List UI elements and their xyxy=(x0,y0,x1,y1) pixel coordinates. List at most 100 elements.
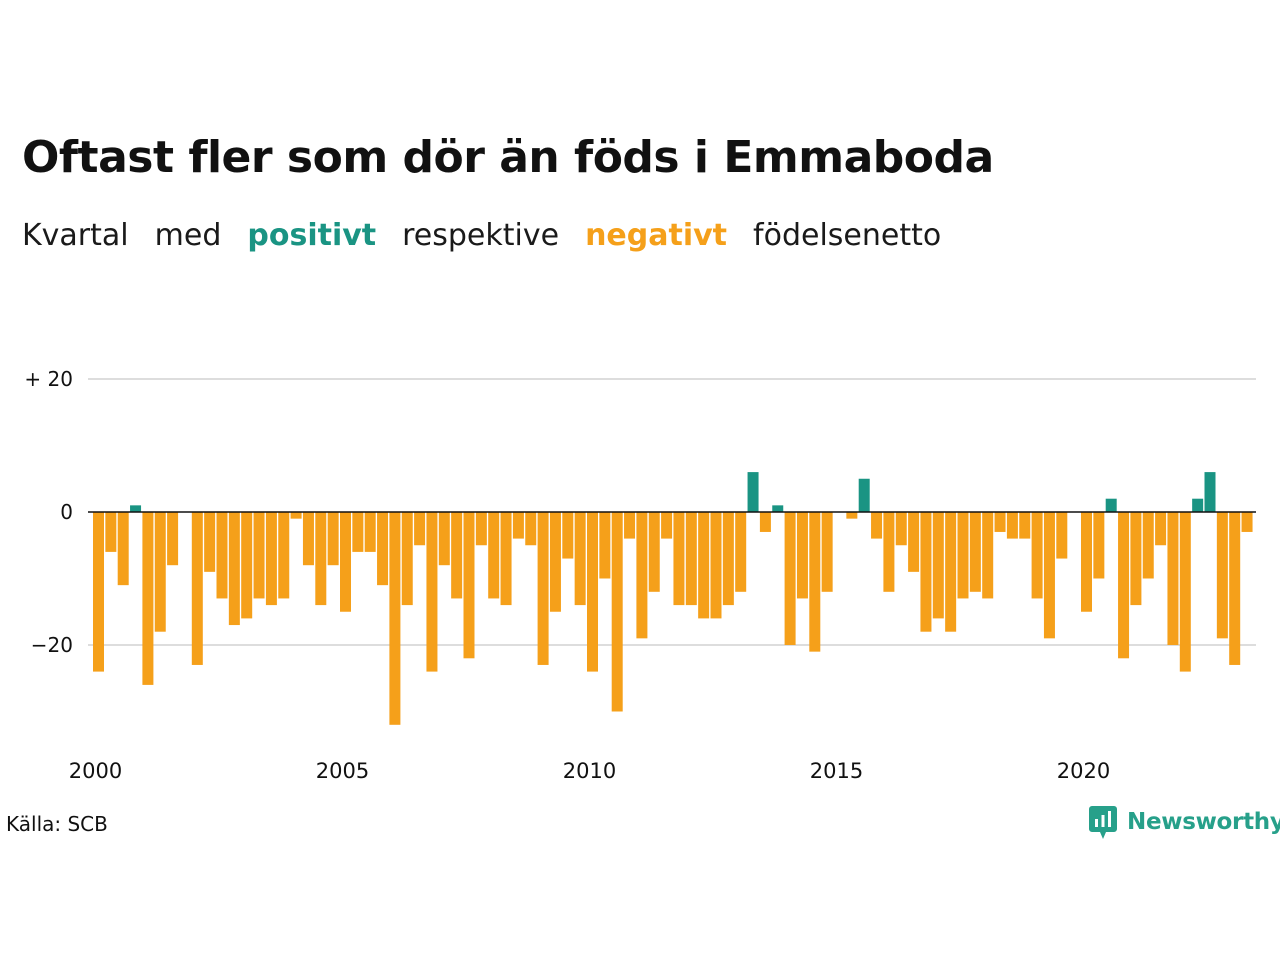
x-tick-label: 2015 xyxy=(810,759,863,783)
bar xyxy=(722,512,734,606)
bar xyxy=(302,512,314,566)
bar xyxy=(167,512,179,566)
bar xyxy=(1204,472,1216,512)
bar xyxy=(1056,512,1068,559)
bar xyxy=(1130,512,1142,606)
bar xyxy=(142,512,154,685)
bar xyxy=(191,512,203,665)
bar xyxy=(1229,512,1241,665)
bar xyxy=(796,512,808,599)
bar xyxy=(377,512,389,586)
y-tick-label: 0 xyxy=(60,500,73,524)
bar xyxy=(549,512,561,612)
bar xyxy=(1192,498,1204,512)
bar xyxy=(1155,512,1167,546)
y-tick-label: −20 xyxy=(31,633,73,657)
bar xyxy=(574,512,586,606)
bar xyxy=(426,512,438,672)
bar xyxy=(500,512,512,606)
bar xyxy=(673,512,685,606)
bar xyxy=(895,512,907,546)
bar xyxy=(216,512,228,599)
bar xyxy=(871,512,883,539)
bar xyxy=(562,512,574,559)
bar xyxy=(525,512,537,546)
grid-layer xyxy=(88,378,1256,646)
newsworthy-logo: Newsworthy xyxy=(1089,804,1280,840)
subtitle-word: Kvartal xyxy=(22,218,129,253)
chart-subtitle: Kvartal med positivt respektive negativt föde… xyxy=(22,218,967,253)
bar xyxy=(648,512,660,592)
bar xyxy=(352,512,364,552)
bars-layer xyxy=(93,472,1253,725)
chart-title: Oftast fler som dör än föds i Emmaboda xyxy=(22,132,994,183)
bar xyxy=(908,512,920,572)
y-tick-label: + 20 xyxy=(24,367,73,391)
bar-chart: + 20 0 −20 2000 2005 2010 2015 2020 xyxy=(24,367,1256,783)
bar xyxy=(587,512,598,672)
bar xyxy=(537,512,549,665)
bar xyxy=(883,512,895,592)
bar xyxy=(290,512,302,519)
bar xyxy=(475,512,487,546)
bar xyxy=(228,512,240,626)
bar xyxy=(154,512,166,632)
bar xyxy=(747,472,759,512)
bar xyxy=(463,512,475,659)
bar xyxy=(340,512,351,612)
bar xyxy=(1031,512,1043,599)
bar xyxy=(414,512,426,546)
bar xyxy=(599,512,611,579)
bar xyxy=(698,512,710,619)
bar xyxy=(1167,512,1179,645)
bar xyxy=(278,512,290,599)
bar xyxy=(105,512,117,552)
bar xyxy=(710,512,722,619)
bar xyxy=(117,512,129,586)
bar xyxy=(1105,498,1117,512)
bar xyxy=(1093,512,1105,579)
bar xyxy=(1216,512,1228,639)
bar xyxy=(1019,512,1031,539)
bar xyxy=(809,512,821,652)
x-tick-label: 2020 xyxy=(1057,759,1110,783)
bar xyxy=(1179,512,1191,672)
bar xyxy=(611,512,623,712)
bar xyxy=(253,512,265,599)
bar xyxy=(772,505,784,512)
bar xyxy=(1006,512,1018,539)
bar xyxy=(512,512,524,539)
bar xyxy=(364,512,376,552)
bar xyxy=(451,512,463,599)
bar xyxy=(846,512,858,519)
bar xyxy=(945,512,957,632)
source-note: Källa: SCB xyxy=(6,812,108,836)
bar xyxy=(315,512,327,606)
subtitle-word: respektive xyxy=(402,218,560,253)
bar xyxy=(784,512,796,645)
bar xyxy=(265,512,277,606)
bar xyxy=(1043,512,1055,639)
bar xyxy=(1142,512,1154,579)
bar xyxy=(982,512,994,599)
bar xyxy=(932,512,944,619)
bar xyxy=(389,512,401,725)
bar xyxy=(401,512,413,606)
bar xyxy=(759,512,771,532)
x-tick-label: 2000 xyxy=(69,759,122,783)
bar xyxy=(685,512,697,606)
subtitle-negative-label: negativt xyxy=(585,218,728,253)
bar xyxy=(957,512,969,599)
bar xyxy=(636,512,648,639)
bar xyxy=(858,478,870,512)
subtitle-word: födelsenetto xyxy=(753,218,942,253)
bar xyxy=(994,512,1006,532)
bar xyxy=(661,512,673,539)
logo-text: Newsworthy xyxy=(1127,809,1280,835)
bar xyxy=(969,512,981,592)
bar xyxy=(93,512,104,672)
x-tick-label: 2005 xyxy=(316,759,369,783)
bar xyxy=(1081,512,1092,612)
bar xyxy=(821,512,833,592)
bar xyxy=(488,512,500,599)
